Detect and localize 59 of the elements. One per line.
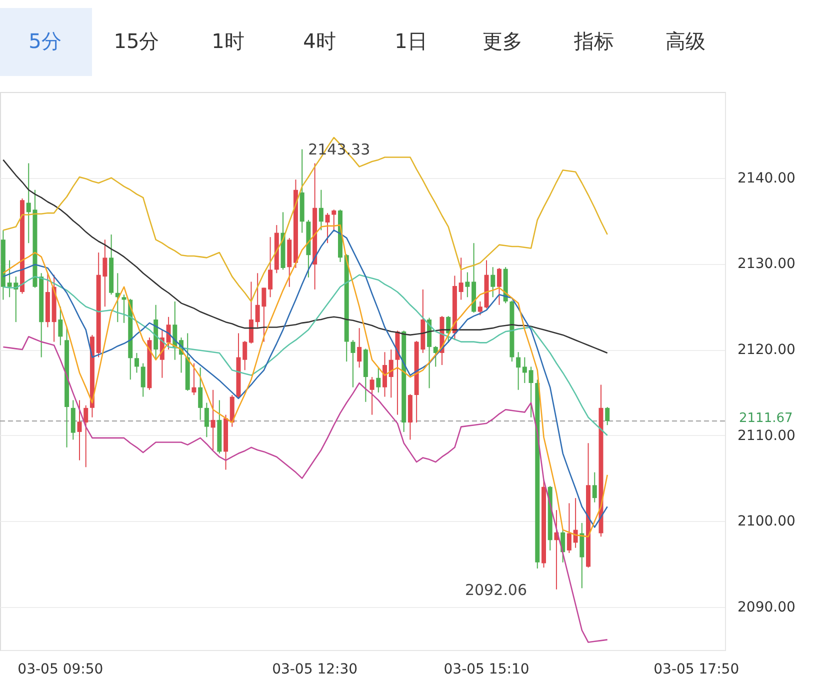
candlestick xyxy=(77,400,82,461)
y-tick-label: 2100.00 xyxy=(738,514,796,530)
ref-line-label: 2111.67 xyxy=(739,411,793,426)
candlestick xyxy=(528,366,534,418)
text: 1日 xyxy=(394,29,428,53)
candlestick xyxy=(122,294,126,324)
line-series xyxy=(2,136,608,302)
candlestick xyxy=(370,376,374,416)
candlestick xyxy=(465,272,470,298)
line-series xyxy=(2,159,608,354)
candlestick xyxy=(248,281,254,344)
text: 15分 xyxy=(114,29,160,53)
candlestick xyxy=(458,257,464,300)
candlestick xyxy=(318,189,324,231)
y-tick-label: 2110.00 xyxy=(738,428,796,444)
candlestick xyxy=(522,356,527,384)
candlestick xyxy=(388,349,394,398)
candlestick xyxy=(242,340,248,371)
candlestick xyxy=(350,340,356,388)
y-tick-label: 2090.00 xyxy=(738,600,796,616)
candlestick xyxy=(84,404,88,468)
y-tick-label: 2120.00 xyxy=(738,342,796,358)
candlestick xyxy=(490,266,496,298)
candlestick xyxy=(140,362,146,398)
candlestick xyxy=(376,367,381,393)
candlestick xyxy=(496,267,502,306)
candlestick xyxy=(566,502,572,554)
candlestick xyxy=(204,402,209,438)
candlestick xyxy=(210,389,216,450)
y-tick-label: 2130.00 xyxy=(738,256,796,272)
annotation: 2092.06 xyxy=(464,581,527,599)
candlestick xyxy=(332,209,336,231)
line-series xyxy=(2,274,608,436)
candlestick xyxy=(382,352,388,398)
y-tick-label: 2140.00 xyxy=(738,170,796,186)
candlestick xyxy=(592,472,597,503)
candlestick xyxy=(478,300,482,316)
candlestick xyxy=(192,362,196,396)
x-tick-label: 03-05 17:50 xyxy=(654,662,740,678)
text: 指标 xyxy=(573,29,614,53)
candlestick xyxy=(58,306,63,346)
candlestick xyxy=(268,236,273,298)
candlestick xyxy=(134,352,139,374)
text: 1时 xyxy=(212,29,244,53)
x-tick-label: 03-05 15:10 xyxy=(444,662,530,678)
candlestick xyxy=(516,352,521,390)
text: 更多 xyxy=(482,29,522,53)
text: 高级 xyxy=(666,29,706,53)
candlestick xyxy=(605,406,610,426)
text: 4时 xyxy=(303,29,336,53)
candlestick xyxy=(166,316,171,350)
candlestick xyxy=(198,367,203,420)
candlestick xyxy=(325,212,330,244)
candlestick xyxy=(357,328,362,368)
text: 5分 xyxy=(28,29,62,53)
x-tick-label: 03-05 09:50 xyxy=(18,662,104,678)
x-tick-label: 03-05 12:30 xyxy=(272,662,358,678)
candlestick xyxy=(433,346,438,368)
line-series xyxy=(2,336,608,643)
